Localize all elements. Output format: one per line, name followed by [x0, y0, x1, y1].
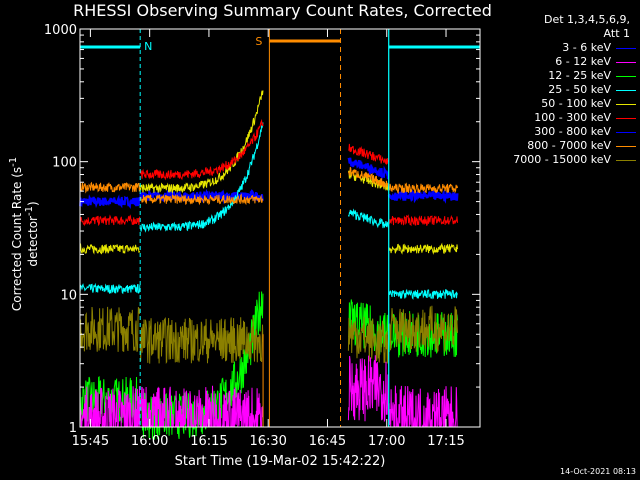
series-line-7000-15000	[79, 306, 141, 352]
y-tick-label: 100	[52, 156, 77, 171]
series-line-7000-15000	[347, 316, 389, 364]
x-tick-label: 17:15	[427, 434, 464, 449]
series-line-25-50	[139, 122, 264, 233]
x-axis-label: Start Time (19-Mar-02 15:42:22)	[174, 454, 386, 469]
series-line-800-7000	[347, 167, 389, 188]
y-tick-label: 1	[69, 421, 77, 436]
legend-label: 25 - 50 keV	[548, 83, 611, 96]
legend-swatch	[616, 131, 636, 133]
legend-label: 6 - 12 keV	[555, 55, 611, 68]
legend-entry: 300 - 800 keV	[484, 125, 636, 139]
legend-attenuator: Att 1	[603, 27, 630, 40]
legend-swatch	[616, 89, 636, 91]
series-line-50-100	[388, 242, 458, 255]
legend-label: 100 - 300 keV	[534, 111, 611, 124]
series-line-800-7000	[79, 181, 141, 194]
legend-label: 50 - 100 keV	[541, 97, 611, 110]
series-line-7000-15000	[139, 316, 264, 365]
x-tick-label: 16:00	[131, 434, 168, 449]
legend-entry: 50 - 100 keV	[484, 97, 636, 111]
series-line-25-50	[347, 208, 389, 229]
legend: Det 1,3,4,5,6,9, Att 1 3 - 6 keV 6 - 12 k…	[484, 13, 636, 167]
legend-swatch	[616, 61, 636, 63]
series-line-25-50	[79, 282, 141, 295]
legend-swatch	[616, 145, 636, 147]
legend-entry: 6 - 12 keV	[484, 55, 636, 69]
legend-label: 12 - 25 keV	[548, 69, 611, 82]
legend-entry: 7000 - 15000 keV	[484, 153, 636, 167]
plot-frame	[79, 28, 481, 428]
series-line-100-300	[79, 214, 141, 227]
y-tick-label: 1000	[44, 23, 77, 38]
x-tick-label: 15:45	[72, 434, 109, 449]
legend-swatch	[616, 75, 636, 77]
legend-rows: 3 - 6 keV 6 - 12 keV 12 - 25 keV 25 - 50 ke…	[484, 41, 636, 167]
chart-title: RHESSI Observing Summary Count Rates, Co…	[73, 1, 492, 20]
series-line-50-100	[79, 243, 141, 255]
x-tick-label: 17:00	[368, 434, 405, 449]
legend-entry: 800 - 7000 keV	[484, 139, 636, 153]
series-line-50-100	[347, 170, 389, 191]
legend-header: Det 1,3,4,5,6,9,	[543, 13, 630, 26]
series-line-3-6	[79, 194, 141, 209]
tick-layer: 15:45 16:00 16:15 16:30 16:45 17:00 17:15 1 10 10…	[44, 23, 480, 449]
saa-label: S	[255, 35, 262, 48]
legend-swatch	[616, 159, 636, 161]
timestamp: 14-Oct-2021 08:13	[560, 467, 636, 476]
legend-swatch	[616, 47, 636, 49]
legend-entry: 3 - 6 keV	[484, 41, 636, 55]
series-line-100-300	[388, 214, 458, 227]
y-tick-label: 10	[60, 288, 77, 303]
series-line-6-12	[388, 385, 458, 428]
legend-entry: 12 - 25 keV	[484, 69, 636, 83]
series-line-100-300	[348, 143, 389, 166]
series-line-6-12	[347, 355, 389, 423]
series-line-800-7000	[388, 182, 458, 195]
legend-entry: 100 - 300 keV	[484, 111, 636, 125]
series-layer	[79, 90, 459, 440]
legend-label: 3 - 6 keV	[562, 41, 611, 54]
x-tick-label: 16:45	[309, 434, 346, 449]
night-label: N	[144, 40, 152, 53]
legend-label: 7000 - 15000 keV	[513, 153, 611, 166]
x-tick-label: 16:30	[249, 434, 286, 449]
series-line-100-300	[139, 118, 264, 181]
legend-label: 800 - 7000 keV	[527, 139, 611, 152]
legend-label: 300 - 800 keV	[534, 125, 611, 138]
y-axis-label: Corrected Count Rate (s-1 detector-1)	[8, 156, 40, 312]
series-line-7000-15000	[388, 305, 458, 354]
series-line-3-6	[387, 188, 459, 204]
legend-swatch	[616, 117, 636, 119]
series-line-3-6	[347, 157, 389, 181]
legend-entry: 25 - 50 keV	[484, 83, 636, 97]
series-line-800-7000	[139, 193, 264, 206]
series-line-25-50	[388, 288, 458, 300]
legend-swatch	[616, 103, 636, 105]
x-tick-label: 16:15	[190, 434, 227, 449]
